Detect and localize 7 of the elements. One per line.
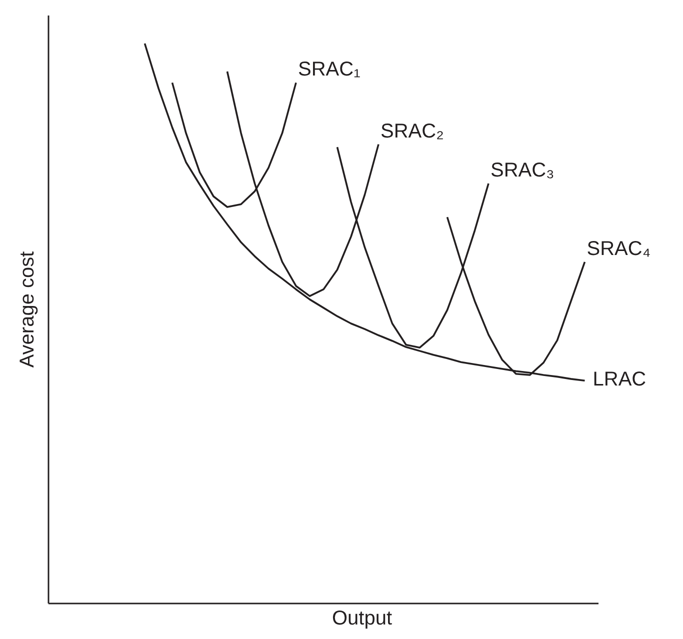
- y-axis-title: Average cost: [16, 250, 38, 368]
- series-label: LRAC: [592, 368, 646, 391]
- series-label: SRAC₁: [298, 58, 361, 81]
- series-label: SRAC₂: [380, 120, 444, 142]
- series-label: SRAC₄: [586, 238, 650, 260]
- x-axis-title: Output: [332, 608, 392, 630]
- series-label: SRAC₃: [490, 160, 554, 182]
